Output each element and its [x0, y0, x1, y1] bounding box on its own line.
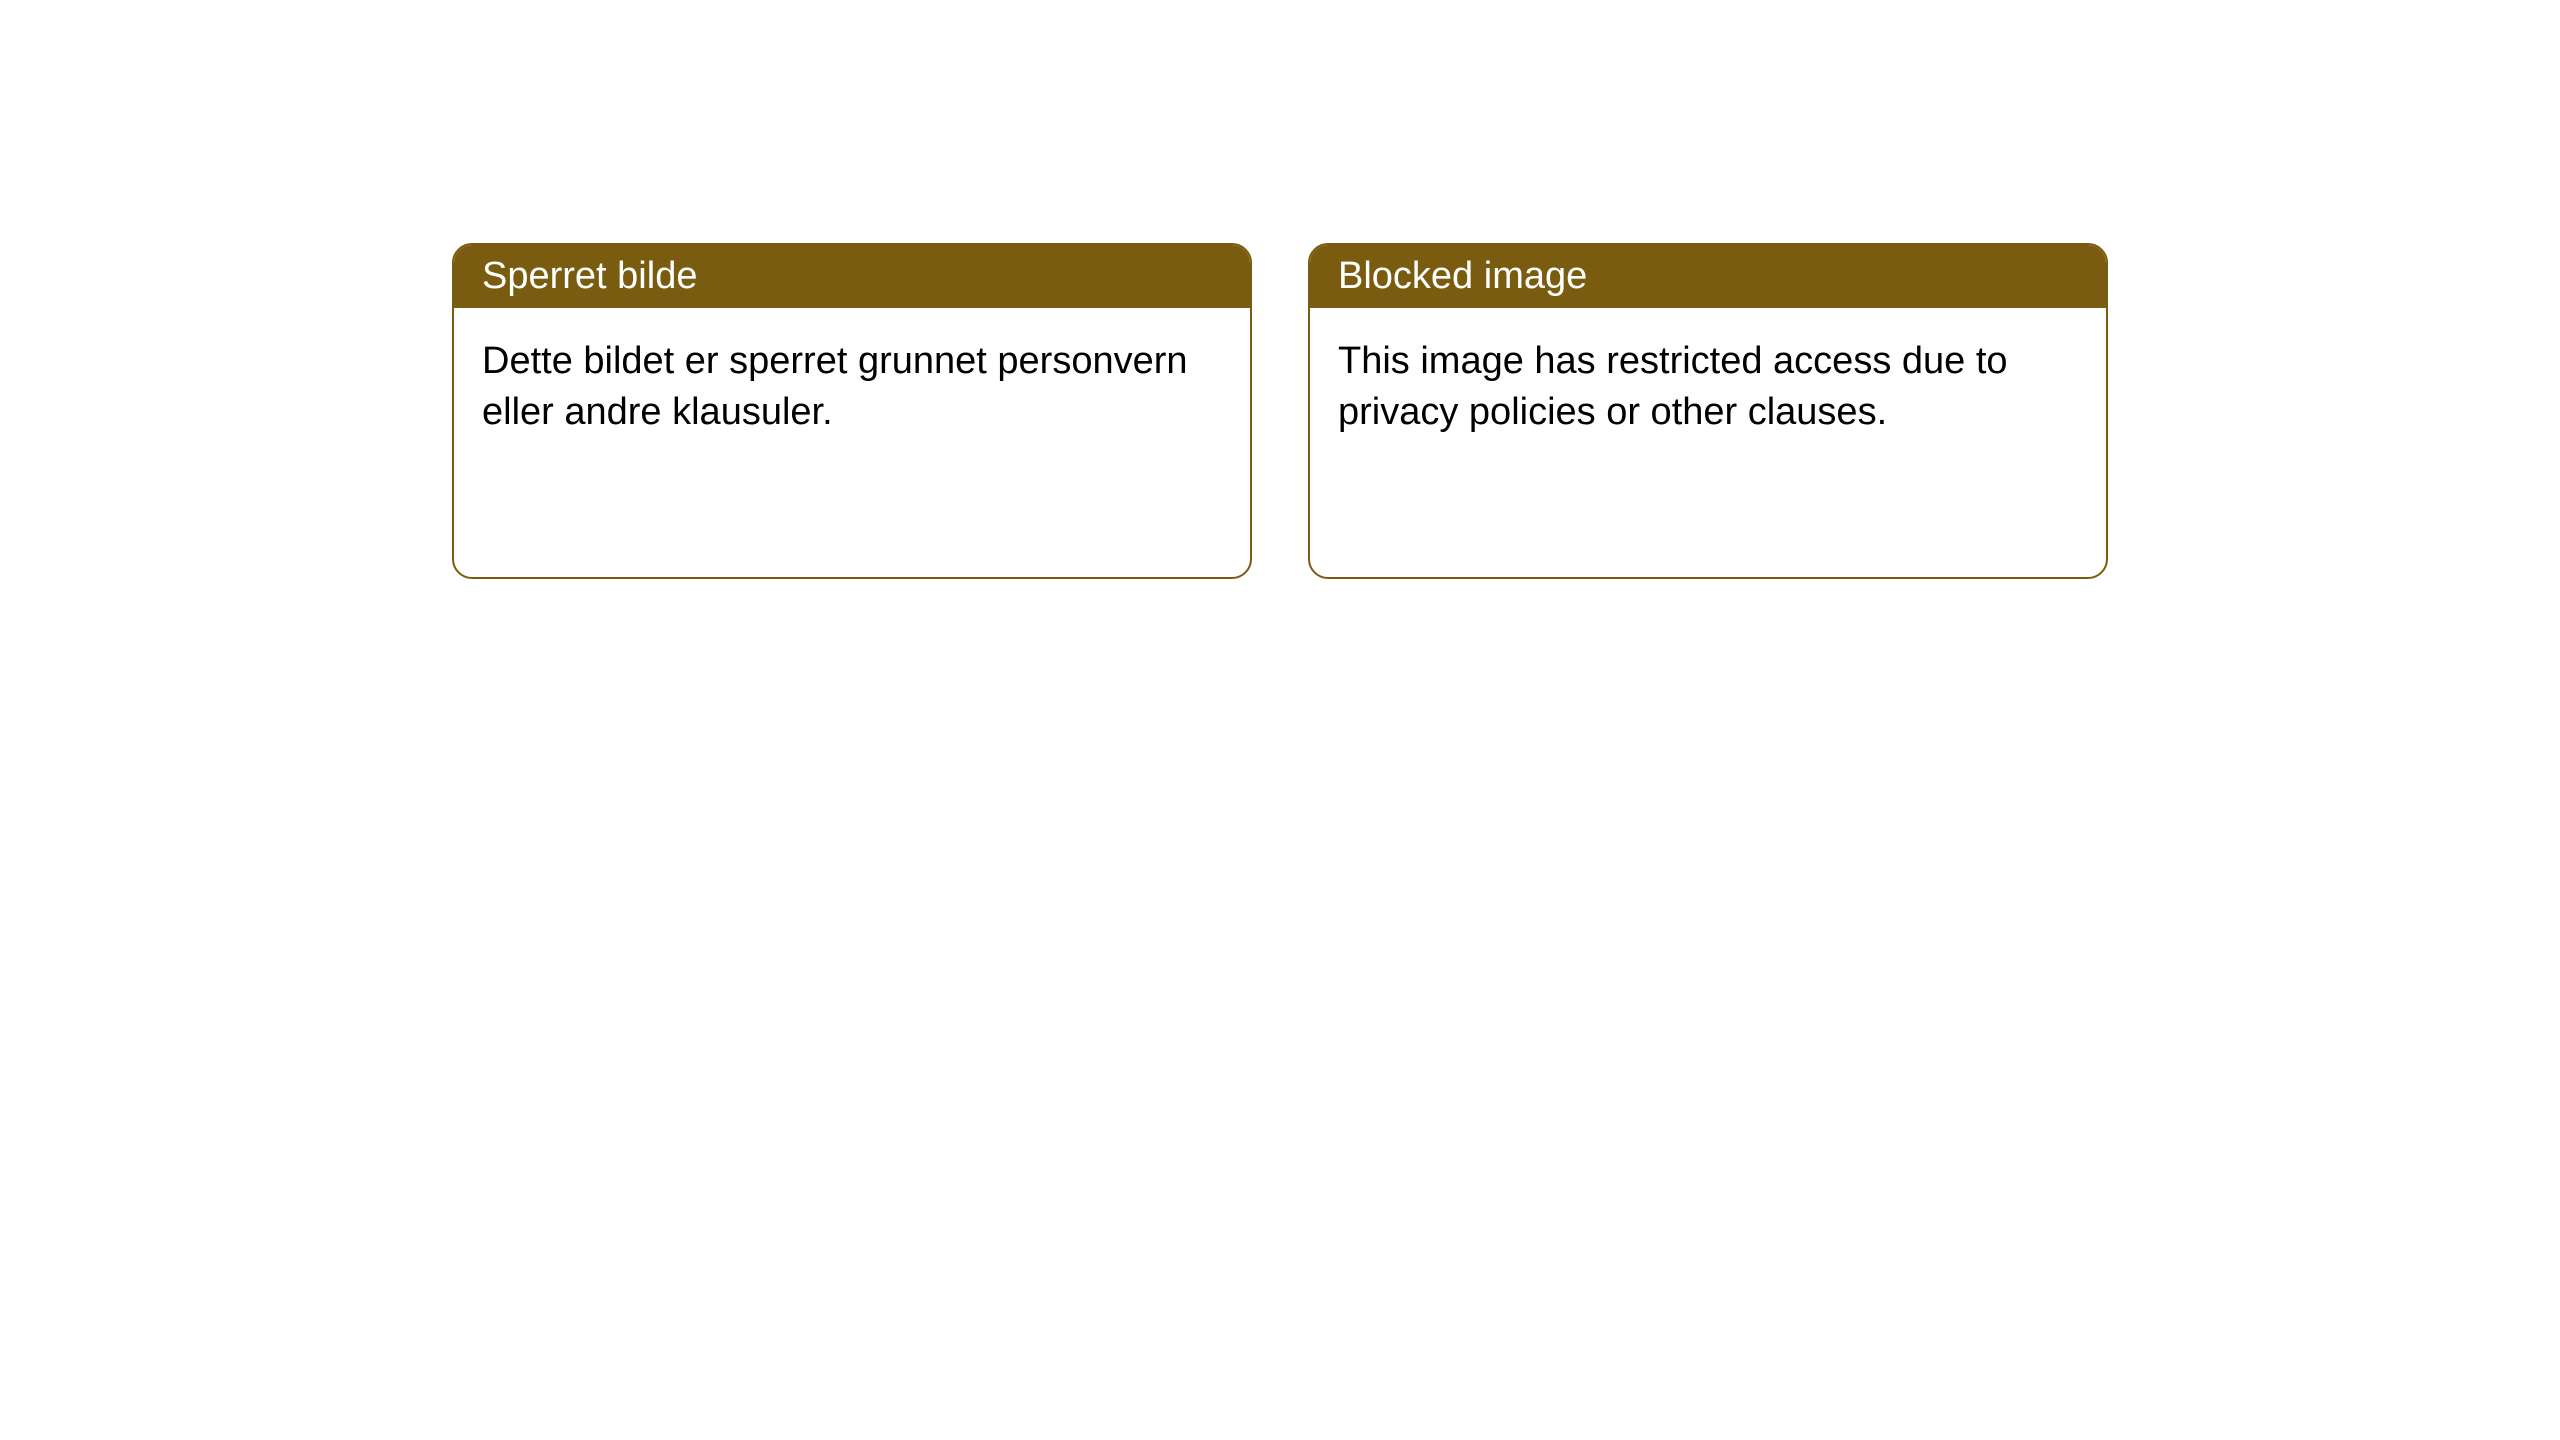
card-title: Blocked image	[1338, 255, 1587, 297]
card-title: Sperret bilde	[482, 255, 697, 297]
card-header: Blocked image	[1310, 245, 2106, 308]
card-body: Dette bildet er sperret grunnet personve…	[454, 308, 1250, 467]
card-body-text: This image has restricted access due to …	[1338, 340, 2008, 433]
card-body: This image has restricted access due to …	[1310, 308, 2106, 467]
cards-container: Sperret bilde Dette bildet er sperret gr…	[452, 243, 2108, 579]
card-body-text: Dette bildet er sperret grunnet personve…	[482, 340, 1188, 433]
blocked-image-card-norwegian: Sperret bilde Dette bildet er sperret gr…	[452, 243, 1252, 579]
blocked-image-card-english: Blocked image This image has restricted …	[1308, 243, 2108, 579]
card-header: Sperret bilde	[454, 245, 1250, 308]
